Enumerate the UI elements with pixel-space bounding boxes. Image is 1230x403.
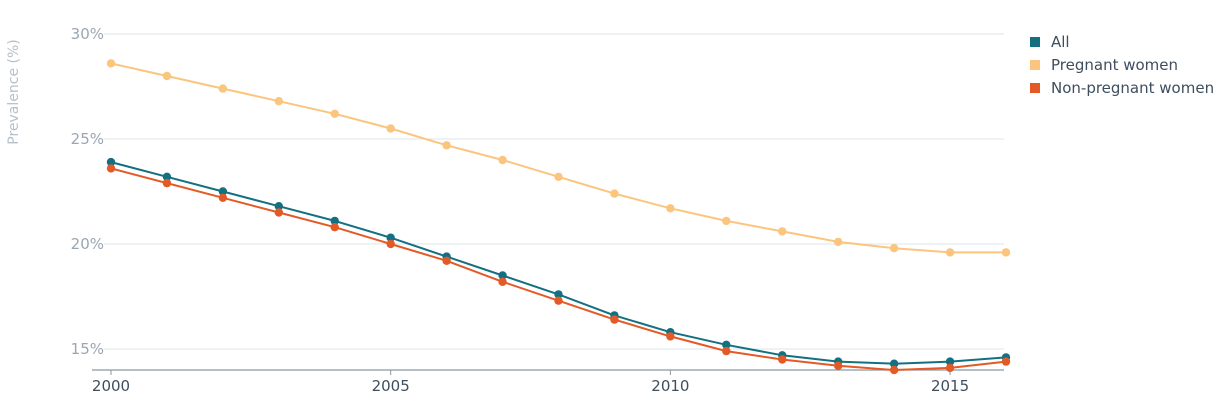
- data-point: [722, 340, 731, 349]
- data-point: [274, 208, 284, 217]
- data-point: [778, 355, 787, 364]
- data-point: [554, 172, 563, 181]
- data-point: [162, 172, 172, 181]
- data-point: [833, 237, 843, 247]
- data-point: [218, 187, 228, 196]
- x-tick-label: 2010: [651, 377, 689, 395]
- grid-lines: [104, 33, 1004, 350]
- data-point: [386, 124, 395, 133]
- series-layer: [106, 59, 1011, 375]
- data-point: [442, 141, 451, 150]
- x-tick-label: 2000: [92, 377, 130, 395]
- data-point: [1001, 248, 1011, 257]
- data-point: [945, 248, 955, 257]
- y-tick-label: 15%: [71, 340, 104, 358]
- series-line: [110, 62, 1006, 254]
- data-point: [218, 193, 228, 202]
- data-point: [554, 296, 563, 305]
- data-point: [106, 164, 116, 173]
- data-point: [498, 155, 507, 165]
- data-point: [889, 244, 899, 253]
- legend-label: Pregnant women: [1051, 56, 1178, 74]
- y-tick-label: 30%: [71, 25, 104, 43]
- data-point: [162, 178, 172, 188]
- data-point: [330, 216, 339, 226]
- legend-swatch: [1030, 60, 1040, 70]
- legend-label: All: [1051, 33, 1070, 51]
- data-point: [554, 290, 563, 299]
- data-point: [330, 223, 339, 232]
- data-point: [610, 189, 619, 198]
- data-point: [498, 277, 507, 286]
- data-point: [274, 202, 284, 211]
- data-point: [218, 84, 228, 93]
- series-all: [106, 157, 1011, 368]
- data-point: [666, 332, 675, 341]
- data-point: [498, 271, 507, 280]
- legend-label: Non-pregnant women: [1051, 79, 1214, 97]
- y-axis-ticks: 15% 20% 25% 30%: [71, 25, 104, 358]
- legend-swatch: [1030, 83, 1040, 93]
- series-non-pregnant-women: [106, 164, 1011, 375]
- data-point: [330, 109, 339, 119]
- data-point: [666, 204, 675, 213]
- y-tick-label: 25%: [71, 130, 104, 148]
- series-pregnant-women: [106, 59, 1011, 257]
- data-point: [386, 239, 395, 249]
- data-point: [1001, 357, 1011, 366]
- data-point: [778, 227, 787, 236]
- data-point: [722, 346, 731, 356]
- data-point: [722, 216, 731, 226]
- x-tick-label: 2015: [931, 377, 969, 395]
- data-point: [610, 315, 619, 324]
- data-point: [106, 157, 116, 167]
- series-line: [110, 161, 1007, 365]
- legend-swatch: [1030, 37, 1040, 47]
- data-point: [106, 59, 116, 68]
- data-point: [889, 359, 899, 368]
- data-point: [162, 71, 172, 81]
- data-point: [889, 365, 899, 375]
- x-axis-ticks: 2000 2005 2010 2015: [92, 370, 969, 395]
- data-point: [945, 363, 955, 373]
- data-point: [833, 361, 843, 370]
- y-tick-label: 20%: [71, 235, 104, 253]
- series-line: [110, 167, 1007, 371]
- data-point: [386, 233, 395, 242]
- legend: All Pregnant women Non-pregnant women: [1030, 33, 1214, 97]
- data-point: [274, 97, 284, 106]
- y-axis-label: Prevalence (%): [6, 39, 22, 145]
- data-point: [442, 256, 451, 265]
- x-tick-label: 2005: [372, 377, 410, 395]
- data-point: [945, 357, 955, 366]
